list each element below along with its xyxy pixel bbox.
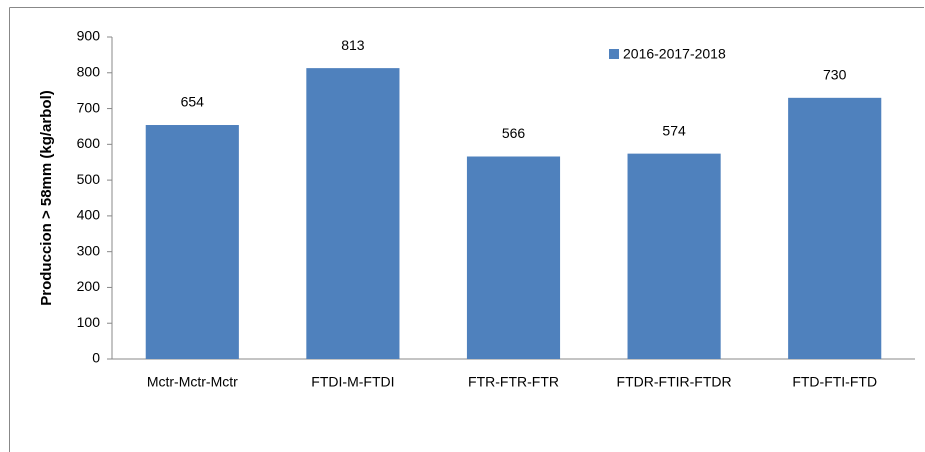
data-label: 566 bbox=[502, 125, 526, 141]
y-axis-label: Produccion > 58mm (kg/arbol) bbox=[38, 90, 55, 305]
bar bbox=[466, 156, 561, 359]
x-tick-label: FTDR-FTIR-FTDR bbox=[617, 374, 732, 390]
data-label: 574 bbox=[662, 122, 686, 138]
x-tick-label: FTD-FTI-FTD bbox=[792, 374, 877, 390]
legend-swatch bbox=[609, 49, 619, 59]
x-tick-label: FTDI-M-FTDI bbox=[311, 374, 394, 390]
y-tick-label: 100 bbox=[77, 314, 101, 330]
bar bbox=[145, 125, 239, 359]
bar bbox=[627, 153, 721, 359]
data-label: 654 bbox=[181, 94, 205, 110]
bar bbox=[306, 68, 400, 360]
data-label: 813 bbox=[341, 37, 365, 53]
x-tick-label: Mctr-Mctr-Mctr bbox=[147, 374, 238, 390]
y-tick-label: 600 bbox=[77, 135, 101, 151]
data-label: 730 bbox=[823, 67, 847, 83]
legend-label: 2016-2017-2018 bbox=[623, 46, 726, 62]
y-tick-label: 800 bbox=[77, 63, 101, 79]
y-tick-label: 400 bbox=[77, 207, 101, 223]
y-tick-label: 700 bbox=[77, 99, 101, 115]
y-tick-label: 0 bbox=[92, 350, 100, 366]
bar bbox=[788, 97, 882, 360]
x-tick-label: FTR-FTR-FTR bbox=[468, 374, 559, 390]
y-tick-label: 900 bbox=[77, 28, 101, 44]
y-tick-label: 200 bbox=[77, 278, 101, 294]
y-tick-label: 500 bbox=[77, 171, 101, 187]
y-tick-label: 300 bbox=[77, 242, 101, 258]
